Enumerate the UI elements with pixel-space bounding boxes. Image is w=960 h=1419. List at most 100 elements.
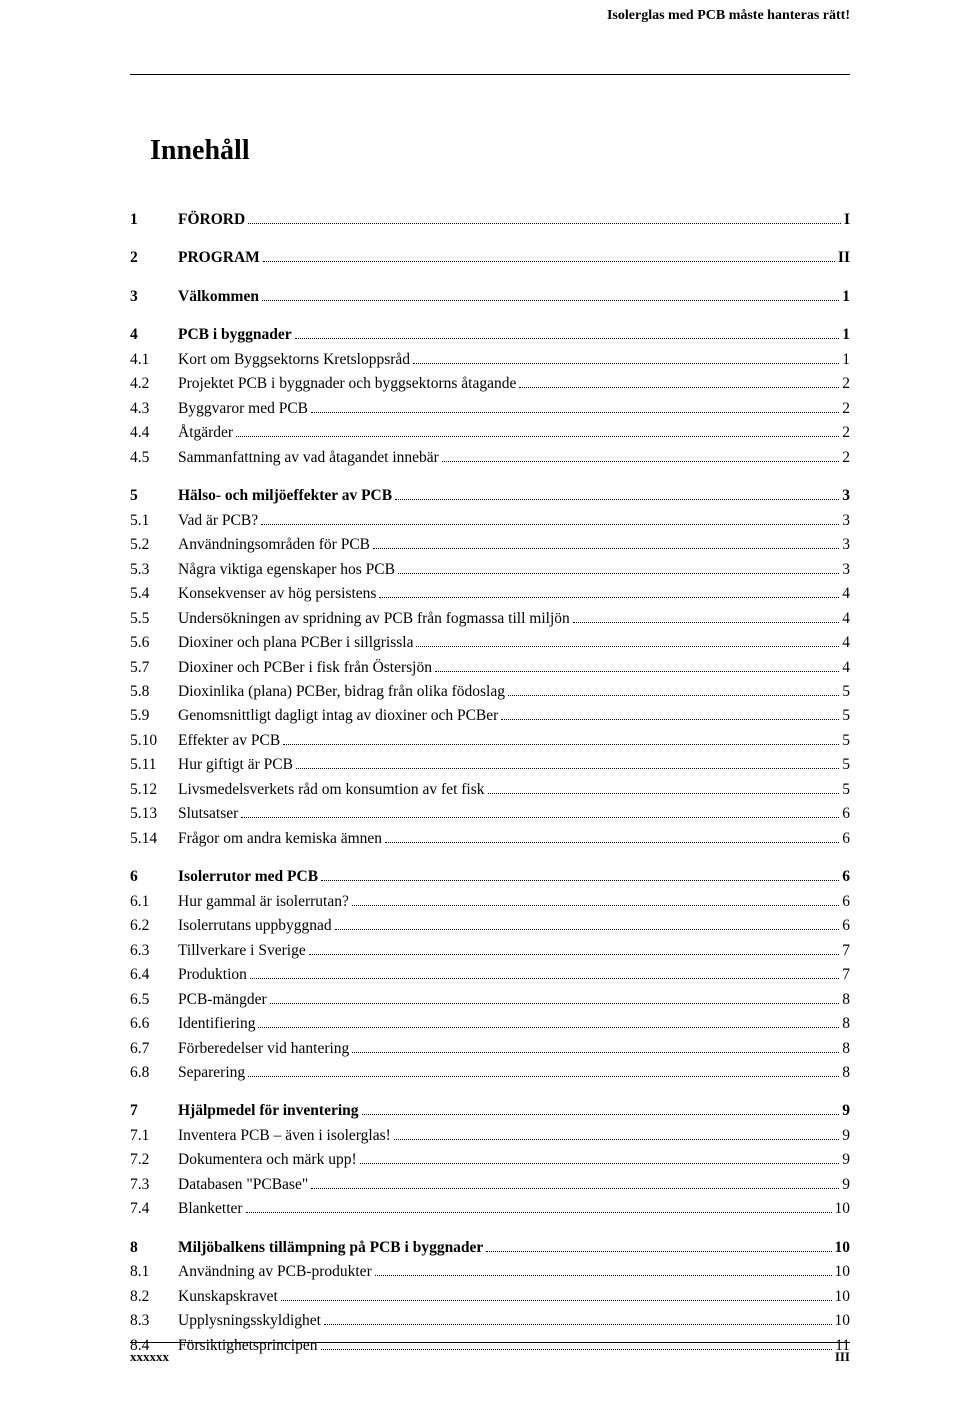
toc-text: Kunskapskravet	[178, 1286, 278, 1308]
toc-entry-sub: 5.14Frågor om andra kemiska ämnen6	[130, 828, 850, 850]
toc-text: Hur gammal är isolerrutan?	[178, 891, 349, 913]
toc-leader-dots	[250, 978, 839, 979]
toc-entry-main: 5Hälso- och miljöeffekter av PCB3	[130, 485, 850, 507]
toc-entry-sub: 5.2Användningsområden för PCB3	[130, 534, 850, 556]
toc-leader-dots	[360, 1163, 840, 1164]
toc-entry-sub: 5.5Undersökningen av spridning av PCB fr…	[130, 608, 850, 630]
toc-number: 5.4	[130, 583, 178, 605]
toc-number: 8.3	[130, 1310, 178, 1332]
page-footer: xxxxxx III	[130, 1342, 850, 1365]
toc-entry-sub: 5.9Genomsnittligt dagligt intag av dioxi…	[130, 705, 850, 727]
toc-leader-dots	[248, 223, 841, 224]
toc-leader-dots	[311, 1188, 839, 1189]
toc-entry-sub: 5.6Dioxiner och plana PCBer i sillgrissl…	[130, 632, 850, 654]
toc-text: Inventera PCB – även i isolerglas!	[178, 1125, 391, 1147]
toc-entry-sub: 8.1Användning av PCB-produkter10	[130, 1261, 850, 1283]
toc-text: Hur giftigt är PCB	[178, 754, 293, 776]
toc-text: Användning av PCB-produkter	[178, 1261, 372, 1283]
toc-text: Upplysningsskyldighet	[178, 1310, 321, 1332]
toc-text: Dioxiner och PCBer i fisk från Östersjön	[178, 657, 432, 679]
toc-text: Blanketter	[178, 1198, 243, 1220]
toc-page-number: 9	[842, 1125, 850, 1147]
toc-number: 4	[130, 324, 178, 346]
toc-leader-dots	[261, 524, 839, 525]
toc-number: 5.11	[130, 754, 178, 776]
toc-number: 6	[130, 866, 178, 888]
toc-number: 8	[130, 1237, 178, 1259]
toc-page-number: I	[844, 209, 850, 231]
toc-entry-sub: 6.8Separering 8	[130, 1062, 850, 1084]
toc-entry-sub: 6.1Hur gammal är isolerrutan?6	[130, 891, 850, 913]
toc-page-number: 5	[842, 705, 850, 727]
toc-text: Isolerrutor med PCB	[178, 866, 318, 888]
toc-text: Separering	[178, 1062, 245, 1084]
toc-page-number: 9	[842, 1100, 850, 1122]
toc-number: 7.4	[130, 1198, 178, 1220]
toc-leader-dots	[385, 842, 839, 843]
toc-entry-sub: 4.1Kort om Byggsektorns Kretsloppsråd1	[130, 349, 850, 371]
toc-number: 6.5	[130, 989, 178, 1011]
toc-page-number: 8	[842, 1038, 850, 1060]
toc-leader-dots	[573, 622, 839, 623]
toc-leader-dots	[246, 1212, 832, 1213]
toc-text: Byggvaror med PCB	[178, 398, 308, 420]
toc-entry-main: 4PCB i byggnader1	[130, 324, 850, 346]
toc-entry-sub: 8.2Kunskapskravet10	[130, 1286, 850, 1308]
toc-leader-dots	[283, 744, 839, 745]
footer-rule	[130, 1342, 850, 1343]
toc-entry-sub: 4.3Byggvaror med PCB2	[130, 398, 850, 420]
toc-text: Slutsatser	[178, 803, 238, 825]
toc-page-number: 10	[835, 1237, 851, 1259]
toc-leader-dots	[311, 412, 839, 413]
table-of-contents: 1FÖRORDI2PROGRAMII3Välkommen14PCB i bygg…	[130, 209, 850, 1357]
toc-number: 7	[130, 1100, 178, 1122]
toc-entry-sub: 5.7Dioxiner och PCBer i fisk från Östers…	[130, 657, 850, 679]
toc-number: 8.1	[130, 1261, 178, 1283]
toc-entry-sub: 6.6Identifiering8	[130, 1013, 850, 1035]
toc-number: 7.2	[130, 1149, 178, 1171]
toc-entry-sub: 7.4Blanketter10	[130, 1198, 850, 1220]
page-title: Innehåll	[150, 135, 850, 167]
toc-page-number: 5	[842, 779, 850, 801]
toc-number: 6.8	[130, 1062, 178, 1084]
toc-leader-dots	[394, 1139, 839, 1140]
toc-page-number: 2	[842, 373, 850, 395]
toc-entry-sub: 5.8Dioxinlika (plana) PCBer, bidrag från…	[130, 681, 850, 703]
toc-number: 8.2	[130, 1286, 178, 1308]
toc-text: Genomsnittligt dagligt intag av dioxiner…	[178, 705, 498, 727]
toc-page-number: 4	[842, 608, 850, 630]
toc-text: PROGRAM	[178, 247, 260, 269]
toc-page-number: II	[838, 247, 850, 269]
toc-page-number: 5	[842, 681, 850, 703]
toc-number: 6.2	[130, 915, 178, 937]
toc-text: Några viktiga egenskaper hos PCB	[178, 559, 395, 581]
toc-leader-dots	[416, 646, 839, 647]
toc-page-number: 8	[842, 1062, 850, 1084]
toc-entry-sub: 4.4Åtgärder2	[130, 422, 850, 444]
toc-page-number: 6	[842, 803, 850, 825]
toc-leader-dots	[258, 1027, 839, 1028]
toc-entry-sub: 5.12Livsmedelsverkets råd om konsumtion …	[130, 779, 850, 801]
toc-leader-dots	[295, 338, 840, 339]
toc-entry-sub: 5.10Effekter av PCB5	[130, 730, 850, 752]
toc-leader-dots	[379, 597, 839, 598]
toc-page-number: 2	[842, 447, 850, 469]
toc-entry-main: 6Isolerrutor med PCB6	[130, 866, 850, 888]
toc-number: 5.12	[130, 779, 178, 801]
toc-page-number: 6	[842, 915, 850, 937]
toc-page-number: 2	[842, 398, 850, 420]
toc-leader-dots	[270, 1003, 840, 1004]
toc-leader-dots	[262, 300, 839, 301]
toc-leader-dots	[398, 573, 839, 574]
toc-leader-dots	[501, 719, 839, 720]
toc-entry-sub: 5.13Slutsatser6	[130, 803, 850, 825]
toc-entry-sub: 7.2Dokumentera och märk upp!9	[130, 1149, 850, 1171]
toc-page-number: 4	[842, 632, 850, 654]
toc-page-number: 9	[842, 1149, 850, 1171]
toc-page-number: 4	[842, 583, 850, 605]
toc-entry-sub: 5.1Vad är PCB?3	[130, 510, 850, 532]
toc-text: Kort om Byggsektorns Kretsloppsråd	[178, 349, 410, 371]
toc-text: Frågor om andra kemiska ämnen	[178, 828, 382, 850]
toc-text: Undersökningen av spridning av PCB från …	[178, 608, 570, 630]
toc-entry-sub: 5.4Konsekvenser av hög persistens4	[130, 583, 850, 605]
